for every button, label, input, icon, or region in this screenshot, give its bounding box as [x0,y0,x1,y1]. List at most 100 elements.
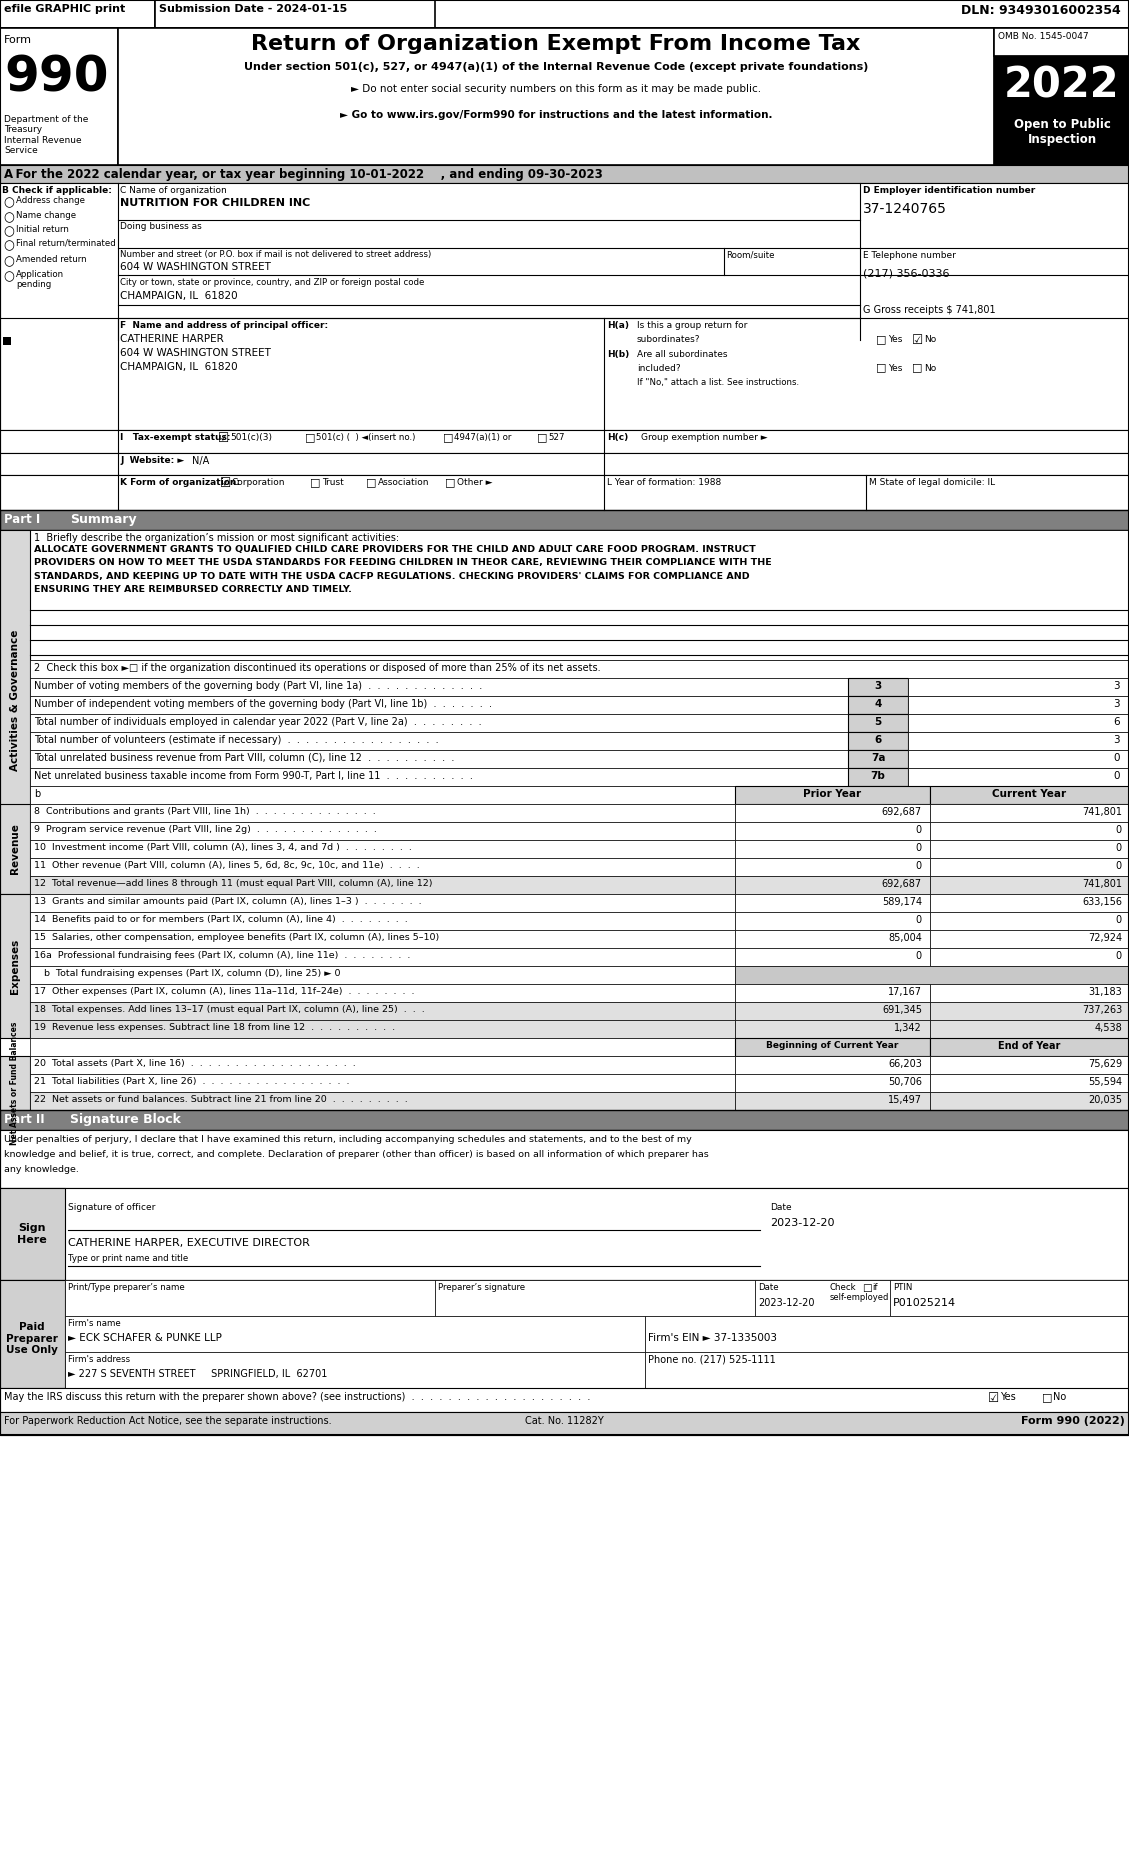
Bar [908,714,1129,733]
Text: F  Name and address of principal officer:: F Name and address of principal officer: [120,321,329,330]
Text: if: if [872,1282,877,1292]
Bar [930,1074,1129,1092]
Bar [735,949,930,966]
Text: 10  Investment income (Part VIII, column (A), lines 3, 4, and 7d )  .  .  .  .  : 10 Investment income (Part VIII, column … [34,843,412,852]
Bar [0,803,30,895]
Bar [908,749,1129,768]
Text: J  Website: ►: J Website: ► [120,457,184,464]
Bar [930,876,1129,895]
Text: Current Year: Current Year [992,788,1066,800]
Text: subordinates?: subordinates? [637,336,700,345]
Bar [30,876,735,895]
Bar [30,1003,735,1020]
Text: 692,687: 692,687 [882,880,922,889]
Bar [155,0,435,28]
Text: 11  Other revenue (Part VIII, column (A), lines 5, 6d, 8c, 9c, 10c, and 11e)  . : 11 Other revenue (Part VIII, column (A),… [34,861,420,870]
Text: □: □ [310,477,321,487]
Text: Signature of officer: Signature of officer [68,1202,156,1212]
Text: 2022: 2022 [1004,65,1120,106]
Text: Sign
Here: Sign Here [17,1223,47,1245]
Bar [0,319,1129,431]
Bar [30,895,735,911]
Bar [645,1351,1129,1389]
Text: 66,203: 66,203 [889,1059,922,1068]
Text: ○: ○ [3,239,14,252]
Text: Room/suite: Room/suite [726,250,774,259]
Text: End of Year: End of Year [998,1040,1060,1051]
Text: Number and street (or P.O. box if mail is not delivered to street address): Number and street (or P.O. box if mail i… [120,250,431,259]
Text: 22  Net assets or fund balances. Subtract line 21 from line 20  .  .  .  .  .  .: 22 Net assets or fund balances. Subtract… [34,1094,408,1103]
Text: 4,538: 4,538 [1094,1023,1122,1033]
Text: NUTRITION FOR CHILDREN INC: NUTRITION FOR CHILDREN INC [120,198,310,209]
Text: 20  Total assets (Part X, line 16)  .  .  .  .  .  .  .  .  .  .  .  .  .  .  . : 20 Total assets (Part X, line 16) . . . … [34,1059,356,1068]
Text: L Year of formation: 1988: L Year of formation: 1988 [607,477,721,487]
Text: 0: 0 [1115,861,1122,870]
Text: D Employer identification number: D Employer identification number [863,186,1035,196]
Text: C Name of organization: C Name of organization [120,186,227,196]
Text: Yes: Yes [1000,1392,1016,1402]
Bar [0,1130,1129,1187]
Text: 604 W WASHINGTON STREET: 604 W WASHINGTON STREET [120,349,271,358]
Bar [0,1057,30,1109]
Text: E Telephone number: E Telephone number [863,252,956,259]
Text: 19  Revenue less expenses. Subtract line 18 from line 12  .  .  .  .  .  .  .  .: 19 Revenue less expenses. Subtract line … [34,1023,395,1033]
Text: Total number of volunteers (estimate if necessary)  .  .  .  .  .  .  .  .  .  .: Total number of volunteers (estimate if … [34,734,439,746]
Bar [30,714,1129,733]
Text: Beginning of Current Year: Beginning of Current Year [765,1040,899,1049]
Bar [0,431,1129,453]
Text: 691,345: 691,345 [882,1005,922,1016]
Text: Check: Check [830,1282,857,1292]
Text: Type or print name and title: Type or print name and title [68,1254,189,1264]
Bar [65,1351,645,1389]
Bar [30,787,1129,803]
Bar [735,1057,930,1074]
Text: Trust: Trust [322,477,343,487]
Bar [645,1316,1129,1351]
Text: Department of the
Treasury
Internal Revenue
Service: Department of the Treasury Internal Reve… [5,116,88,155]
Text: Doing business as: Doing business as [120,222,202,231]
Text: H(a): H(a) [607,321,629,330]
Bar [0,529,30,870]
Text: □: □ [305,432,315,442]
Text: Yes: Yes [889,336,902,345]
Text: ☑: ☑ [218,432,229,445]
Bar [0,511,1129,529]
Bar [735,1003,930,1020]
Text: 741,801: 741,801 [1082,880,1122,889]
Bar [0,895,30,1038]
Bar [30,857,735,876]
Text: efile GRAPHIC print: efile GRAPHIC print [5,4,125,15]
Text: Part II: Part II [5,1113,45,1126]
Text: 527: 527 [548,432,564,442]
Bar [0,0,155,28]
Text: May the IRS discuss this return with the preparer shown above? (see instructions: May the IRS discuss this return with the… [5,1392,590,1402]
Text: Date: Date [758,1282,779,1292]
Text: CHAMPAIGN, IL  61820: CHAMPAIGN, IL 61820 [120,362,237,373]
Text: Expenses: Expenses [10,938,20,994]
Text: 50,706: 50,706 [889,1077,922,1087]
Text: Under penalties of perjury, I declare that I have examined this return, includin: Under penalties of perjury, I declare th… [5,1135,692,1144]
Text: 0: 0 [1113,753,1120,762]
Bar [930,895,1129,911]
Text: Preparer’s signature: Preparer’s signature [438,1282,525,1292]
Bar [30,1074,735,1092]
Text: 8  Contributions and grants (Part VIII, line 1h)  .  .  .  .  .  .  .  .  .  .  : 8 Contributions and grants (Part VIII, l… [34,807,376,816]
Text: □: □ [876,334,886,345]
Bar [930,1003,1129,1020]
Text: Revenue: Revenue [10,824,20,874]
Text: 15,497: 15,497 [889,1094,922,1105]
Text: Summary: Summary [70,513,137,526]
Text: 14  Benefits paid to or for members (Part IX, column (A), line 4)  .  .  .  .  .: 14 Benefits paid to or for members (Part… [34,915,408,925]
Bar [735,911,930,930]
Text: 501(c)(3): 501(c)(3) [230,432,272,442]
Bar [3,337,11,345]
Bar [735,1020,930,1038]
Text: Prior Year: Prior Year [803,788,861,800]
Text: 17  Other expenses (Part IX, column (A), lines 11a–11d, 11f–24e)  .  .  .  .  . : 17 Other expenses (Part IX, column (A), … [34,988,414,995]
Text: CATHERINE HARPER: CATHERINE HARPER [120,334,224,345]
Text: 3: 3 [1113,699,1120,708]
Bar [0,28,119,166]
Bar [30,803,735,822]
Bar [30,966,735,984]
Bar [65,1316,645,1351]
